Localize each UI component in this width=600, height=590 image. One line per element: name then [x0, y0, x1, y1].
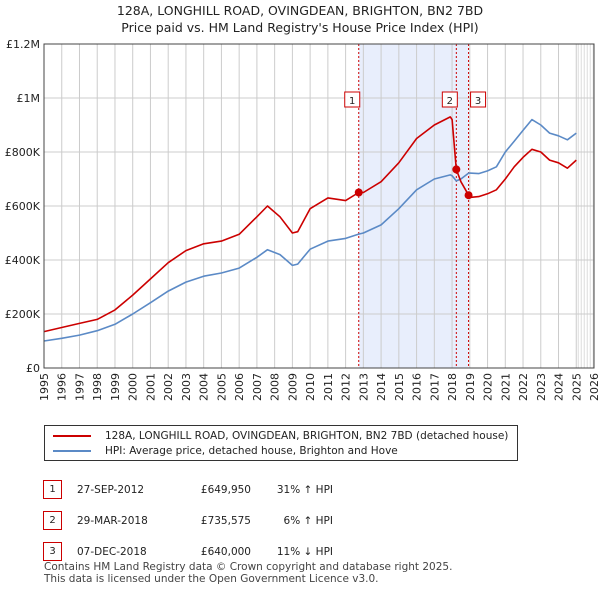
hpi-line: [43, 118, 577, 342]
table-row: 1 27-SEP-2012 £649,950 31% ↑ HPI: [43, 474, 333, 505]
x-tick-label: 2025: [570, 373, 583, 401]
sale-number-label: 2: [447, 96, 453, 107]
x-tick-label: 2019: [464, 373, 477, 401]
sale-number-box: [441, 91, 458, 108]
legend-label-property: 128A, LONGHILL ROAD, OVINGDEAN, BRIGHTON…: [105, 430, 509, 442]
x-tick-label: 2002: [162, 373, 175, 401]
sale-number-label: 1: [349, 96, 355, 107]
x-tick-label: 2022: [517, 373, 530, 401]
x-tick-label: 1999: [109, 373, 122, 401]
x-tick-label: 2000: [127, 373, 140, 401]
x-tick-label: 2007: [251, 373, 264, 401]
chart-subtitle: Price paid vs. HM Land Registry's House …: [121, 20, 479, 35]
sale-date: 29-MAR-2018: [77, 514, 148, 527]
x-tick-label: 2024: [553, 373, 566, 401]
table-row: 3 07-DEC-2018 £640,000 11% ↓ HPI: [43, 536, 333, 567]
sale-price: £640,000: [200, 545, 251, 558]
sale-number-label: 3: [475, 96, 481, 107]
x-tick-label: 2013: [357, 373, 370, 401]
x-tick-label: 2016: [411, 373, 424, 401]
legend-swatch-property: [53, 435, 91, 437]
x-tick-label: 2020: [482, 373, 495, 401]
sale-number-box: [470, 91, 487, 108]
footer: Contains HM Land Registry data © Crown c…: [44, 561, 452, 585]
price-chart: £0 £200K £400K £600K £800K £1M £1.2M 1995 1996 19…: [5, 38, 600, 401]
property-price-line: [43, 116, 577, 333]
x-tick-label: 2012: [340, 373, 353, 401]
x-tick-label: 2008: [269, 373, 282, 401]
x-tick-label: 2009: [286, 373, 299, 401]
x-tick-label: 2001: [144, 373, 157, 401]
legend-label-hpi: HPI: Average price, detached house, Brig…: [105, 445, 398, 457]
sales-table: 1 27-SEP-2012 £649,950 31% ↑ HPI 2 29-MA…: [43, 474, 333, 567]
x-tick-label: 1998: [91, 373, 104, 401]
footer-licence: This data is licensed under the Open Gov…: [44, 573, 379, 585]
footer-copyright: Contains HM Land Registry data © Crown c…: [44, 561, 453, 573]
x-tick-label: 2023: [535, 373, 548, 401]
sale-number-badge: 3: [43, 542, 62, 561]
sale-date: 27-SEP-2012: [77, 483, 145, 496]
y-tick-label: £800K: [5, 146, 41, 159]
legend: 128A, LONGHILL ROAD, OVINGDEAN, BRIGHTON…: [44, 425, 518, 461]
legend-item-hpi: HPI: Average price, detached house, Brig…: [53, 444, 398, 458]
sale-hpi-diff: 31% ↑ HPI: [276, 483, 333, 496]
sale-number-badge: 2: [43, 511, 62, 530]
x-tick-label: 2011: [322, 373, 335, 401]
x-tick-label: 2015: [393, 373, 406, 401]
table-row: 2 29-MAR-2018 £735,575 6% ↑ HPI: [43, 505, 333, 536]
legend-swatch-hpi: [53, 450, 91, 452]
legend-item-property: 128A, LONGHILL ROAD, OVINGDEAN, BRIGHTON…: [53, 429, 508, 443]
plot-frame: [43, 43, 595, 369]
chart-title: 128A, LONGHILL ROAD, OVINGDEAN, BRIGHTON…: [116, 3, 484, 18]
sale-hpi-diff: 6% ↑ HPI: [283, 514, 333, 527]
x-tick-label: 2010: [304, 373, 317, 401]
sale-point: [464, 191, 473, 200]
sale-price: £735,575: [200, 514, 251, 527]
x-tick-label: 2006: [233, 373, 246, 401]
sale-number-badge: 1: [43, 480, 62, 499]
sale-point: [354, 188, 363, 197]
y-tick-label: £1.2M: [6, 38, 40, 51]
y-tick-label: £0: [26, 362, 40, 375]
sale-point: [452, 165, 461, 174]
y-tick-label: £600K: [5, 200, 41, 213]
x-tick-label: 2021: [499, 373, 512, 401]
x-tick-label: 2004: [198, 373, 211, 401]
x-tick-label: 1995: [38, 373, 51, 401]
x-tick-label: 1996: [56, 373, 69, 401]
sale-price: £649,950: [200, 483, 251, 496]
sale-number-box: [344, 91, 361, 108]
y-tick-label: £1M: [17, 92, 41, 105]
x-tick-label: 2005: [215, 373, 228, 401]
y-tick-label: £400K: [5, 254, 41, 267]
x-tick-label: 1997: [73, 373, 86, 401]
x-tick-label: 2003: [180, 373, 193, 401]
x-tick-label: 2018: [446, 373, 459, 401]
x-tick-label: 2017: [428, 373, 441, 401]
y-tick-label: £200K: [5, 308, 41, 321]
x-tick-label: 2014: [375, 373, 388, 401]
sale-date: 07-DEC-2018: [77, 545, 147, 558]
sale-hpi-diff: 11% ↓ HPI: [276, 545, 333, 558]
x-tick-label: 2026: [588, 373, 600, 401]
